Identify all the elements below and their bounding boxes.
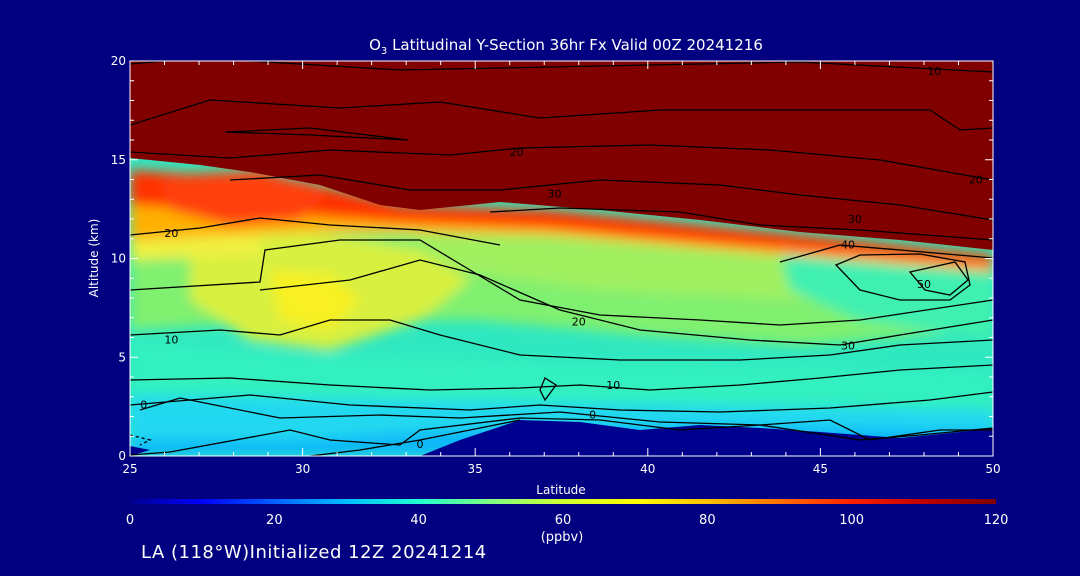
- contour-line: [130, 434, 152, 446]
- x-tick-label: 45: [813, 462, 828, 476]
- contour-label: 40: [841, 239, 855, 252]
- contour-line: [130, 61, 993, 73]
- title-ozone: O: [369, 36, 381, 54]
- contour-line: [908, 261, 969, 296]
- band-cyan-right: [780, 250, 993, 340]
- colorbar-tick-label: 60: [555, 513, 572, 528]
- colorbar-tick-label: 100: [839, 513, 864, 528]
- contour-label: 20: [510, 146, 524, 159]
- contour-line: [259, 259, 993, 346]
- x-tick-label: 25: [122, 462, 137, 476]
- contour-line: [130, 99, 993, 131]
- title-subscript: 3: [381, 46, 387, 57]
- band-red-bulge: [160, 170, 330, 225]
- colorbar-tick-label: 120: [984, 513, 1009, 528]
- contour-line: [130, 391, 993, 413]
- x-axis: 25 30 35 40 45 50: [122, 61, 1001, 476]
- contour-line: [130, 364, 993, 391]
- y-axis-label: Altitude (km): [87, 219, 101, 298]
- colorbar-tick-label: 80: [699, 513, 716, 528]
- colorbar-tick-label: 20: [266, 513, 283, 528]
- contour-label: 10: [927, 65, 941, 78]
- colorbar-tick-label: 0: [126, 513, 134, 528]
- contour-label: 0: [416, 438, 423, 451]
- y-tick-label: 5: [118, 350, 126, 364]
- x-tick-label: 50: [985, 462, 1000, 476]
- surface-terrain: [420, 420, 993, 456]
- y-tick-label: 0: [118, 449, 126, 463]
- contour-label: 20: [164, 227, 178, 240]
- colorbar-ticks: 0 20 40 60 80 100 120: [126, 513, 1009, 528]
- contour-label: 20: [969, 174, 983, 187]
- surface-terrain-left: [130, 446, 150, 456]
- contour-line: [309, 419, 521, 456]
- contour-label: 50: [917, 278, 931, 291]
- colorbar-unit: (ppbv): [541, 530, 584, 545]
- contour-line: [779, 244, 993, 263]
- contour-lines: [130, 61, 993, 456]
- band-orange: [130, 205, 993, 272]
- contour-labels: 10 20 20 30 30 40 50 20 20 30 10 10 0 0 0: [140, 65, 982, 451]
- contour-line: [834, 253, 971, 301]
- colorbar-tick-label: 40: [410, 513, 427, 528]
- contour-line: [130, 417, 993, 456]
- band-teal: [130, 340, 993, 410]
- contour-label: 10: [606, 379, 620, 392]
- y-tick-label: 10: [111, 252, 126, 266]
- contour-line: [130, 217, 501, 246]
- x-tick-label: 30: [295, 462, 310, 476]
- band-yellow-core: [270, 270, 360, 330]
- contour-line: [130, 319, 993, 361]
- contour-label: 30: [848, 213, 862, 226]
- contour-label: 0: [589, 409, 596, 422]
- contour-line: [224, 127, 409, 141]
- contour-line: [130, 239, 993, 326]
- contour-line: [229, 174, 993, 221]
- contour-line: [489, 207, 993, 241]
- chart-title: O3 Latitudinal Y-Section 36hr Fx Valid 0…: [369, 36, 763, 57]
- contour-line: [130, 144, 993, 181]
- x-tick-label: 40: [640, 462, 655, 476]
- y-axis: 0 5 10 15 20: [111, 54, 993, 463]
- init-info: LA (118°W)Initialized 12Z 20241214: [141, 542, 487, 563]
- contour-line: [539, 377, 557, 402]
- y-tick-label: 20: [111, 54, 126, 68]
- x-axis-label: Latitude: [536, 483, 585, 497]
- contour-label: 30: [548, 187, 562, 200]
- contour-label: 0: [140, 399, 147, 412]
- band-tropopause: [130, 170, 993, 268]
- contour-label: 20: [572, 316, 586, 329]
- x-tick-label: 35: [468, 462, 483, 476]
- title-rest: Latitudinal Y-Section 36hr Fx Valid 00Z …: [387, 36, 763, 54]
- ozone-heatmap: [130, 61, 993, 456]
- y-tick-label: 15: [111, 153, 126, 167]
- colorbar: [130, 499, 996, 504]
- contour-label: 10: [164, 333, 178, 346]
- contour-label: 30: [841, 339, 855, 352]
